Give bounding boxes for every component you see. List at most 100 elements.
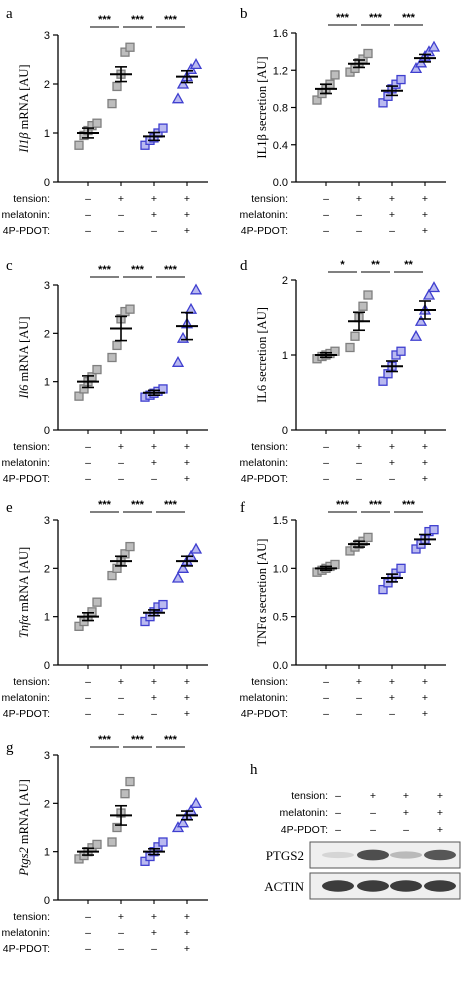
condition-sign: –	[370, 807, 376, 819]
condition-sign: +	[184, 225, 190, 237]
y-tick-label: 1.2	[273, 65, 288, 77]
condition-sign: +	[422, 676, 428, 688]
data-point	[427, 40, 441, 52]
condition-sign: –	[389, 225, 395, 237]
panel-letter-e: e	[6, 500, 13, 516]
condition-sign: +	[151, 209, 157, 221]
y-axis-label-unit: mRNA [AU]	[17, 64, 31, 132]
data-point	[158, 837, 168, 847]
condition-sign: +	[422, 193, 428, 205]
condition-sign: +	[151, 193, 157, 205]
condition-sign: +	[184, 193, 190, 205]
condition-sign: –	[356, 225, 362, 237]
data-point	[107, 570, 117, 581]
significance-label: ***	[98, 14, 112, 26]
data-point	[176, 561, 190, 573]
blot-band	[357, 880, 389, 892]
blot-band	[322, 851, 354, 859]
y-tick-label: 1	[282, 350, 288, 362]
data-point	[92, 118, 102, 128]
y-axis-label-gene: Ptgs2	[17, 847, 31, 876]
blot-row-label: PTGS2	[266, 848, 304, 863]
condition-sign: –	[118, 943, 124, 955]
significance-label: ***	[164, 734, 178, 746]
y-tick-label: 3	[44, 515, 50, 527]
data-point	[378, 98, 388, 108]
condition-sign: –	[151, 225, 157, 237]
panel-letter-a: a	[6, 6, 13, 22]
condition-sign: +	[184, 457, 190, 469]
significance-label: ***	[369, 499, 383, 511]
data-point	[125, 776, 135, 787]
condition-sign: +	[389, 676, 395, 688]
y-tick-label: 1.0	[273, 563, 288, 575]
panel-b: b 0.0 0.4 0.8 1.2 1.6 IL1β secretion [AU] *** **…	[240, 6, 446, 237]
condition-sign: –	[335, 790, 341, 802]
condition-sign: +	[422, 209, 428, 221]
panel-e: e 0 1 2 3 Tnfα mRNA [AU] *** *** *** tension: – + + +…	[2, 499, 208, 720]
y-tick-label: 2	[282, 275, 288, 287]
condition-sign: +	[184, 911, 190, 923]
y-tick-label: 0	[44, 425, 50, 437]
condition-sign: –	[356, 209, 362, 221]
y-tick-label: 3	[44, 750, 50, 762]
condition-sign: –	[85, 676, 91, 688]
y-axis-label: Il1β mRNA [AU]	[17, 64, 31, 153]
condition-sign: +	[422, 708, 428, 720]
condition-label: melatonin:	[2, 927, 50, 939]
blot-band	[390, 880, 422, 892]
y-tick-label: 0.0	[273, 177, 288, 189]
y-tick-label: 1	[44, 128, 50, 140]
y-tick-label: 0	[44, 660, 50, 672]
significance-label: ***	[336, 12, 350, 24]
significance-label: ***	[164, 499, 178, 511]
data-point	[350, 331, 360, 341]
data-point	[414, 314, 428, 326]
condition-sign: –	[323, 676, 329, 688]
significance-label: ***	[131, 499, 145, 511]
significance-label: ***	[98, 264, 112, 276]
y-axis-label: Il6 mRNA [AU]	[17, 317, 31, 400]
y-tick-label: 2	[44, 79, 50, 91]
condition-sign: +	[389, 193, 395, 205]
data-point	[363, 290, 373, 300]
panel-letter-d: d	[240, 258, 248, 274]
condition-sign: +	[422, 441, 428, 453]
data-point	[92, 364, 102, 375]
y-axis-label: IL1β secretion [AU]	[255, 56, 269, 158]
condition-sign: +	[437, 807, 443, 819]
condition-sign: +	[389, 692, 395, 704]
condition-sign: –	[323, 692, 329, 704]
condition-sign: –	[323, 225, 329, 237]
data-point	[125, 304, 135, 314]
significance-label: ***	[131, 264, 145, 276]
y-tick-label: 1	[44, 847, 50, 859]
condition-sign: –	[85, 911, 91, 923]
condition-sign: +	[422, 457, 428, 469]
significance-label: ***	[402, 12, 416, 24]
data-point	[74, 391, 84, 401]
condition-sign: –	[356, 708, 362, 720]
condition-sign: –	[335, 807, 341, 819]
data-point	[429, 525, 439, 535]
significance-label: ***	[98, 734, 112, 746]
condition-sign: +	[389, 457, 395, 469]
condition-sign: –	[356, 692, 362, 704]
significance-label: ***	[131, 14, 145, 26]
condition-sign: +	[118, 193, 124, 205]
condition-sign: –	[151, 943, 157, 955]
data-point	[189, 58, 203, 70]
y-tick-label: 3	[44, 280, 50, 292]
significance-label: ***	[164, 264, 178, 276]
condition-label: melatonin:	[280, 807, 328, 819]
condition-sign: +	[118, 911, 124, 923]
significance-label: *	[340, 259, 345, 271]
y-axis-label-unit: mRNA [AU]	[17, 547, 31, 615]
condition-sign: –	[370, 824, 376, 836]
condition-sign: +	[389, 441, 395, 453]
condition-sign: –	[151, 708, 157, 720]
condition-sign: +	[118, 441, 124, 453]
condition-sign: +	[184, 708, 190, 720]
significance-label: **	[371, 259, 380, 271]
